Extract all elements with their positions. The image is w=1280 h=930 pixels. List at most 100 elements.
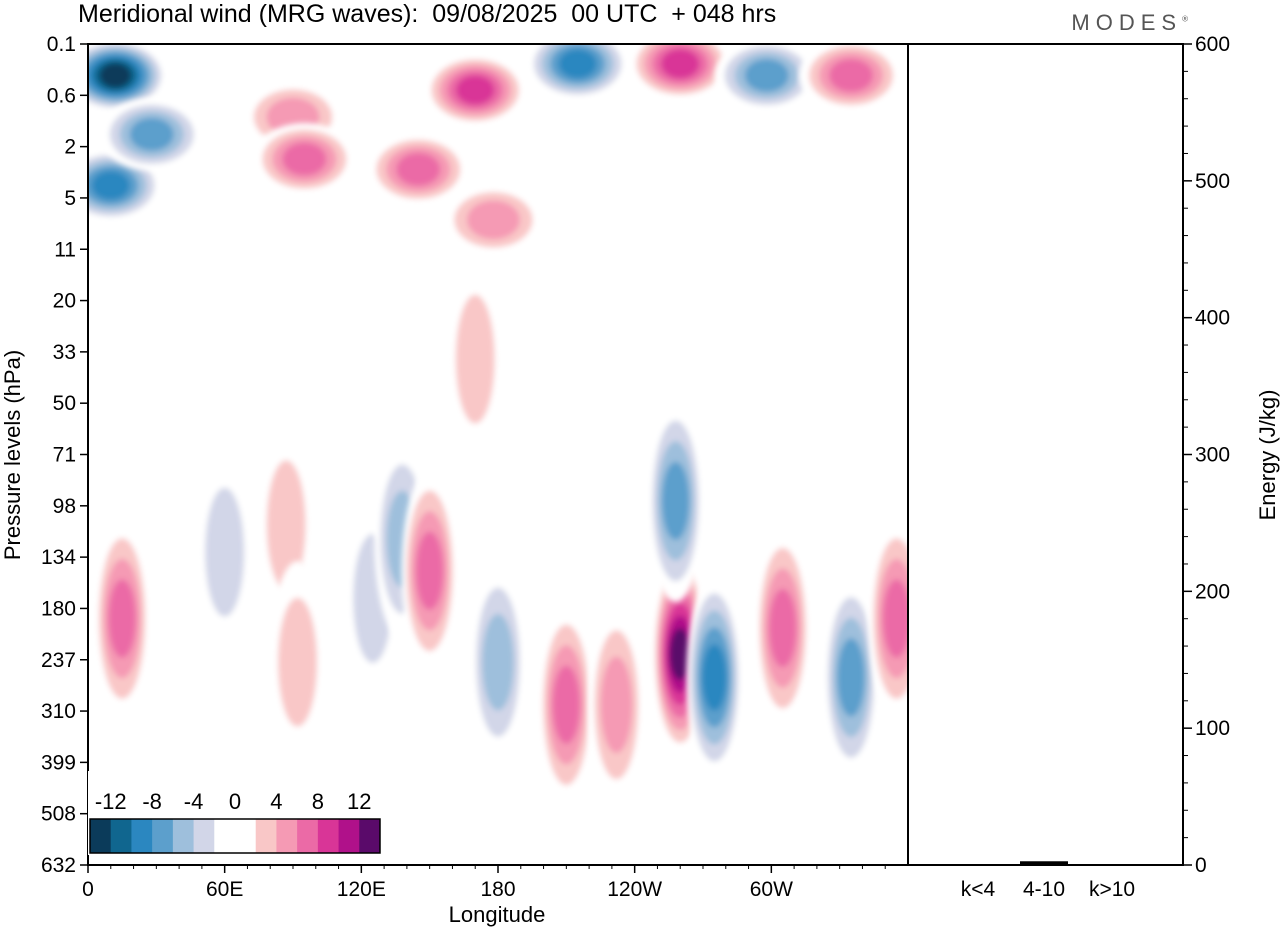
- colorbar-swatch: [338, 819, 360, 853]
- x-tick-label: 120W: [607, 878, 662, 901]
- colorbar-swatch: [152, 819, 174, 853]
- colorbar-frame: [89, 818, 381, 854]
- contour-feature: [94, 517, 151, 720]
- colorbar-swatch: [193, 819, 215, 853]
- x-tick-label: 0: [82, 878, 94, 901]
- energy-bar: [954, 864, 1002, 866]
- contour-level: [769, 589, 797, 668]
- logo-text: MODES: [1071, 10, 1183, 35]
- contour-feature: [423, 54, 528, 127]
- colorbar-label: -12: [95, 789, 127, 814]
- colorbar-swatch: [255, 819, 277, 853]
- y-tick-label: 0.1: [47, 33, 76, 56]
- contour-level: [662, 461, 690, 540]
- energy-tick-label: 300: [1195, 444, 1230, 467]
- colorbar-label: 12: [347, 789, 371, 814]
- energy-tick-label: 0: [1195, 854, 1207, 877]
- contour-feature: [588, 603, 645, 806]
- energy-category-label: 4-10: [1023, 878, 1065, 901]
- longitude-axis: 0 60E 120E 180 120W 60W: [82, 865, 886, 901]
- colorbar-label: -4: [184, 789, 204, 814]
- contour-feature: [868, 517, 908, 720]
- energy-axis-title: Energy (J/kg): [1255, 390, 1280, 521]
- y-tick-label: 632: [41, 854, 76, 877]
- colorbar-swatch: [297, 819, 319, 853]
- y-tick-label: 0.6: [47, 84, 76, 107]
- energy-tick-label: 100: [1195, 717, 1230, 740]
- contour-feature: [799, 44, 904, 112]
- contour-level: [558, 49, 597, 79]
- colorbar-swatch: [317, 819, 340, 853]
- contour-feature: [686, 576, 743, 779]
- contour-feature: [99, 98, 204, 171]
- colorbar: -12 -8 -4 0 4 8 12: [88, 771, 382, 855]
- y-tick-label: 5: [64, 187, 76, 210]
- colorbar-swatch: [235, 819, 257, 853]
- x-tick-label: 180: [480, 878, 515, 901]
- contour-level: [91, 170, 130, 201]
- energy-category-label: k>10: [1089, 878, 1135, 901]
- energy-axis: 0 100 200 300 400 500 600: [1183, 33, 1230, 877]
- chart-title: Meridional wind (MRG waves): 09/08/2025 …: [78, 0, 777, 28]
- colorbar-label: 4: [270, 789, 282, 814]
- energy-tick-label: 500: [1195, 170, 1230, 193]
- contour-level: [552, 665, 580, 744]
- contour-level: [697, 328, 754, 531]
- colorbar-swatch: [110, 819, 132, 853]
- energy-tick-label: 600: [1195, 33, 1230, 56]
- energy-category-label: k<4: [961, 878, 996, 901]
- contour-level: [108, 579, 136, 658]
- energy-frame: [907, 43, 1184, 866]
- y-tick-label: 180: [41, 597, 76, 620]
- contour-level: [456, 75, 495, 105]
- contour-level: [455, 294, 495, 424]
- contour-feature: [366, 133, 471, 206]
- contour-level: [882, 579, 908, 658]
- contour-level: [744, 59, 789, 92]
- x-tick-label: 60E: [206, 878, 243, 901]
- y-tick-label: 33: [53, 341, 76, 364]
- contour-feature: [401, 469, 458, 672]
- colorbar-swatch: [359, 819, 381, 853]
- colorbar-swatch: [214, 819, 236, 853]
- contour-feature: [88, 44, 168, 112]
- colorbar-swatch: [131, 819, 153, 853]
- y-axis-title: Pressure levels (hPa): [0, 350, 25, 560]
- contour-level: [467, 200, 520, 240]
- y-tick-label: 98: [53, 495, 76, 518]
- x-axis-title: Longitude: [449, 902, 546, 927]
- x-tick-label: 120E: [337, 878, 386, 901]
- contour-feature: [823, 576, 880, 779]
- y-tick-label: 134: [41, 546, 76, 569]
- colorbar-swatch: [276, 819, 298, 853]
- contour-level: [482, 613, 514, 711]
- energy-panel: k<4 4-10 k>10 0 100 200 300 400 500 600 Energy (…: [907, 33, 1280, 901]
- colorbar-swatch: [172, 819, 195, 853]
- y-tick-label: 50: [53, 392, 76, 415]
- contour-fields: [88, 44, 908, 806]
- contour-feature: [714, 44, 819, 112]
- y-tick-label: 237: [41, 649, 76, 672]
- energy-bar: [1088, 864, 1136, 866]
- contour-level: [278, 597, 318, 727]
- x-tick-label: 60W: [750, 878, 793, 901]
- contour-feature: [754, 527, 811, 730]
- y-tick-label: 399: [41, 751, 76, 774]
- colorbar-label: 0: [229, 789, 241, 814]
- contour-level: [129, 117, 174, 151]
- contour-level: [702, 644, 727, 711]
- y-tick-label: 71: [53, 444, 76, 467]
- contour-level: [282, 142, 327, 176]
- energy-bars: k<4 4-10 k>10: [954, 861, 1136, 901]
- colorbar-label: -8: [142, 789, 162, 814]
- contour-feature: [196, 451, 253, 654]
- y-tick-label: 508: [41, 803, 76, 826]
- contour-feature: [538, 603, 595, 806]
- contour-feature: [447, 258, 504, 461]
- contour-level: [99, 63, 132, 88]
- y-tick-label: 20: [53, 290, 76, 313]
- contour-level: [600, 656, 633, 754]
- contour-level: [661, 49, 700, 79]
- y-tick-label: 2: [64, 136, 76, 159]
